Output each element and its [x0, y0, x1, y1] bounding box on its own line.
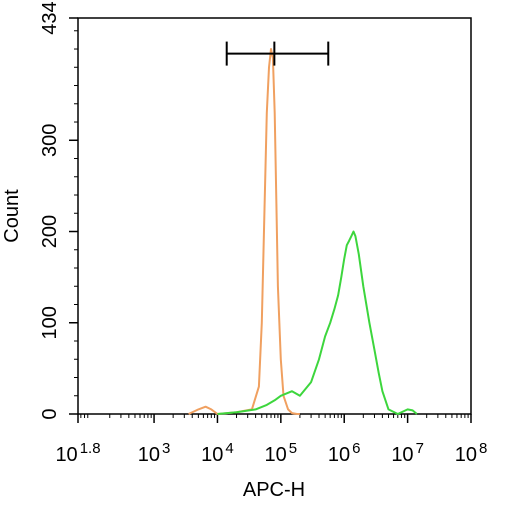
series-group — [188, 48, 418, 415]
x-tick-label: 10 5 — [265, 440, 298, 466]
axis-ticks — [69, 17, 472, 423]
x-tick-label: 10 7 — [391, 440, 424, 466]
y-tick-label: 0 — [39, 408, 61, 419]
x-tick-label: 10 3 — [138, 440, 171, 466]
x-tick-label: 10 8 — [455, 440, 488, 466]
x-axis-label: APC-H — [243, 479, 305, 501]
y-tick-labels: 0 100 200 300 434 — [39, 1, 61, 419]
x-tick-label: 10 6 — [328, 440, 361, 466]
y-tick-label: 200 — [39, 215, 61, 248]
y-tick-label: 100 — [39, 306, 61, 339]
gate-marker — [225, 41, 330, 66]
x-tick-label: 10 1.8 — [55, 440, 100, 466]
x-tick-label: 10 4 — [201, 440, 234, 466]
x-tick-labels: 10 1.8 10 3 10 4 10 5 10 6 10 7 10 8 — [55, 440, 487, 466]
histogram-series-2 — [217, 230, 418, 415]
y-tick-label: 300 — [39, 124, 61, 157]
y-tick-label: 434 — [39, 1, 61, 34]
y-axis-label: Count — [1, 189, 23, 243]
histogram-series-1 — [188, 48, 300, 415]
